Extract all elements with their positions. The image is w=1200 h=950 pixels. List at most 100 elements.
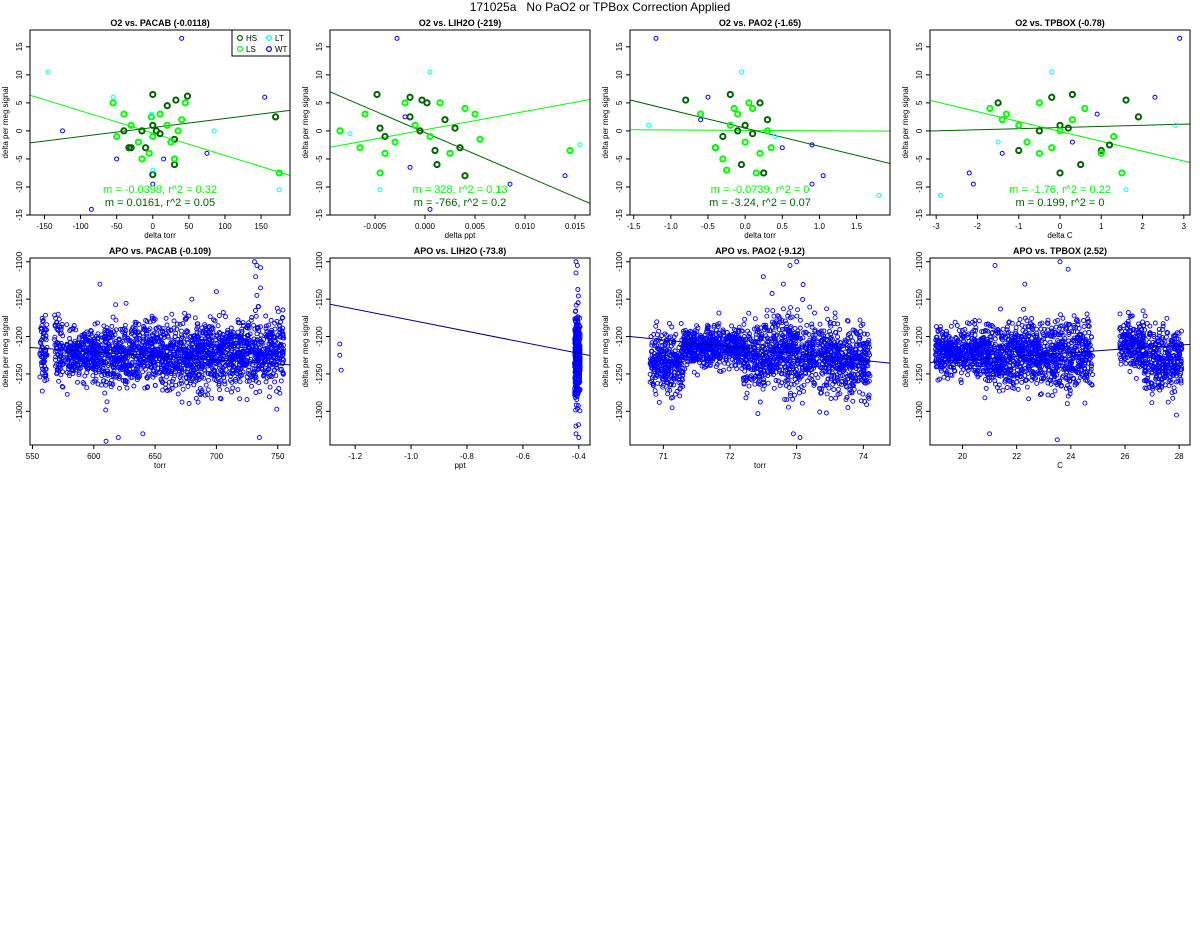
data-point xyxy=(764,307,770,313)
x-tick-label: 72 xyxy=(726,452,735,461)
data-point xyxy=(100,378,106,384)
data-point xyxy=(257,351,263,357)
data-point xyxy=(195,321,201,327)
data-point xyxy=(204,150,210,156)
data-point xyxy=(835,352,841,358)
data-point xyxy=(784,344,790,350)
data-point xyxy=(261,373,267,378)
data-point xyxy=(238,332,244,338)
data-point xyxy=(1035,149,1043,157)
data-point xyxy=(206,330,212,335)
data-point xyxy=(760,169,768,177)
data-point xyxy=(43,373,49,379)
data-point xyxy=(262,94,268,100)
data-point xyxy=(117,385,122,391)
data-point xyxy=(461,104,469,113)
data-point xyxy=(263,332,269,338)
data-point xyxy=(778,340,783,345)
data-point xyxy=(426,132,434,141)
data-point xyxy=(802,329,808,335)
data-point xyxy=(394,35,400,41)
data-point xyxy=(240,320,246,326)
data-point xyxy=(688,358,694,364)
data-point xyxy=(123,381,128,387)
y-tick-label: 15 xyxy=(15,42,24,51)
data-point xyxy=(108,377,114,383)
data-point xyxy=(94,352,100,358)
data-point xyxy=(59,321,65,327)
data-point xyxy=(835,386,841,392)
x-tick-label: 22 xyxy=(1012,452,1021,461)
data-point xyxy=(760,386,766,392)
data-point xyxy=(650,383,656,389)
data-point xyxy=(864,402,870,408)
data-point xyxy=(170,365,176,371)
data-point xyxy=(1097,146,1105,155)
data-point xyxy=(103,382,109,388)
data-point xyxy=(566,146,574,155)
data-point xyxy=(783,383,789,389)
data-point xyxy=(133,320,139,326)
data-point xyxy=(83,364,89,370)
data-point xyxy=(143,349,148,355)
plot-area xyxy=(30,35,290,212)
data-point xyxy=(148,111,154,117)
x-tick-label: 1.0 xyxy=(814,222,826,231)
data-point xyxy=(654,373,660,379)
data-point xyxy=(70,345,76,351)
data-point xyxy=(135,330,141,336)
data-point xyxy=(793,332,799,338)
fit-annotation: m = -0.0398, r^2 = 0.32 xyxy=(103,184,217,196)
data-point xyxy=(1035,99,1043,107)
x-tick-label: 71 xyxy=(659,452,668,461)
data-point xyxy=(703,352,709,358)
data-point xyxy=(251,259,257,265)
data-point xyxy=(824,382,830,388)
data-point xyxy=(94,320,100,326)
data-point xyxy=(698,333,704,338)
data-point xyxy=(850,327,856,333)
data-point xyxy=(767,144,775,152)
y-tick-label: 0 xyxy=(315,128,324,133)
data-point xyxy=(174,351,180,357)
data-point xyxy=(164,322,170,328)
data-point xyxy=(834,375,840,381)
data-point xyxy=(416,127,424,135)
fit-line xyxy=(330,91,590,204)
data-point xyxy=(209,345,215,351)
data-point xyxy=(849,348,855,354)
plot-area xyxy=(930,259,1190,443)
data-point xyxy=(792,377,798,382)
data-point xyxy=(153,338,159,344)
data-point xyxy=(827,328,832,334)
data-point xyxy=(756,99,764,107)
data-point xyxy=(177,321,183,327)
data-point xyxy=(861,380,867,386)
data-point xyxy=(703,350,709,355)
y-tick-label: -5 xyxy=(915,155,924,163)
y-tick-label: -1250 xyxy=(615,363,624,384)
data-point xyxy=(90,366,96,372)
fit-line xyxy=(330,303,590,357)
data-point xyxy=(115,435,121,440)
y-axis-label: delta per meg signal xyxy=(1,86,10,158)
data-point xyxy=(90,373,96,379)
data-point xyxy=(748,373,754,379)
data-point xyxy=(356,144,364,152)
data-point xyxy=(751,326,757,332)
data-point xyxy=(876,192,882,198)
data-point xyxy=(682,331,688,337)
data-point xyxy=(274,318,280,324)
data-point xyxy=(52,322,58,328)
data-point xyxy=(748,104,757,113)
data-point xyxy=(266,341,272,347)
data-point xyxy=(1015,121,1023,129)
data-point xyxy=(795,307,800,313)
data-point xyxy=(135,373,141,379)
chart-title: O2 vs. TPBOX (-0.78) xyxy=(1015,18,1105,28)
data-point xyxy=(42,378,48,384)
data-point xyxy=(822,345,828,350)
data-point xyxy=(245,336,251,341)
data-point xyxy=(576,387,582,393)
data-point xyxy=(423,99,431,107)
